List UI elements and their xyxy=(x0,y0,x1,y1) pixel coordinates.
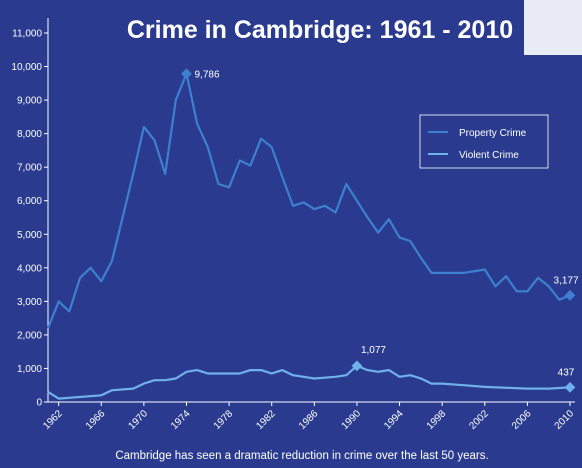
x-tick-label: 1974 xyxy=(169,408,193,432)
x-tick-label: 1970 xyxy=(126,408,150,432)
y-tick-label: 4,000 xyxy=(17,263,42,274)
x-tick-label: 1998 xyxy=(425,408,449,432)
y-tick-label: 1,000 xyxy=(17,364,42,375)
y-tick-label: 7,000 xyxy=(17,163,42,174)
legend-label-property-crime: Property Crime xyxy=(459,128,527,139)
data-label: 9,786 xyxy=(194,70,219,81)
y-tick-label: 11,000 xyxy=(12,29,42,40)
x-tick-label: 2010 xyxy=(553,408,577,432)
legend-label-violent-crime: Violent Crime xyxy=(459,150,519,161)
x-tick-label: 1990 xyxy=(340,408,364,432)
chart-caption: Cambridge has seen a dramatic reduction … xyxy=(115,450,488,462)
data-point-marker xyxy=(564,381,576,393)
y-tick-label: 2,000 xyxy=(17,330,42,341)
series-line-violent-crime xyxy=(47,364,571,400)
y-tick-label: 8,000 xyxy=(17,129,42,140)
data-point-marker xyxy=(181,68,192,80)
data-point-marker xyxy=(564,290,576,301)
data-label: 1,077 xyxy=(361,345,386,356)
x-tick-label: 1962 xyxy=(41,408,65,432)
y-tick-label: 5,000 xyxy=(17,230,42,241)
x-tick-label: 1966 xyxy=(84,408,108,432)
y-tick-label: 9,000 xyxy=(17,96,42,107)
series-line-property-crime xyxy=(46,72,571,329)
x-tick-label: 2002 xyxy=(467,408,491,432)
chart-title: Crime in Cambridge: 1961 - 2010 xyxy=(127,16,513,44)
series-layer xyxy=(46,72,571,400)
y-tick-label: 0 xyxy=(36,398,42,409)
data-point-marker xyxy=(351,360,363,372)
y-tick-label: 3,000 xyxy=(17,297,42,308)
y-tick-label: 10,000 xyxy=(11,62,42,73)
data-label: 437 xyxy=(558,367,575,378)
x-tick-label: 1978 xyxy=(212,408,236,432)
axes xyxy=(47,18,575,403)
annotation-layer: 9,786 3,177 1,077 437 xyxy=(181,68,579,393)
y-tick-label: 6,000 xyxy=(17,196,42,207)
corner-tint xyxy=(524,0,582,55)
legend-frame xyxy=(419,114,549,169)
y-tick-group: 0 1,000 2,000 3,000 4,000 5,000 6,000 7,000 8,00… xyxy=(11,29,48,409)
data-label: 3,177 xyxy=(553,275,578,286)
x-tick-label: 1994 xyxy=(382,408,406,432)
x-tick-group: 1962 1966 1970 1974 1978 1982 1986 1990 1994 1998… xyxy=(41,402,576,432)
x-tick-label: 1982 xyxy=(254,408,278,432)
x-tick-label: 2006 xyxy=(510,408,534,432)
legend: Property Crime Violent Crime xyxy=(419,114,549,169)
x-tick-label: 1986 xyxy=(297,408,321,432)
